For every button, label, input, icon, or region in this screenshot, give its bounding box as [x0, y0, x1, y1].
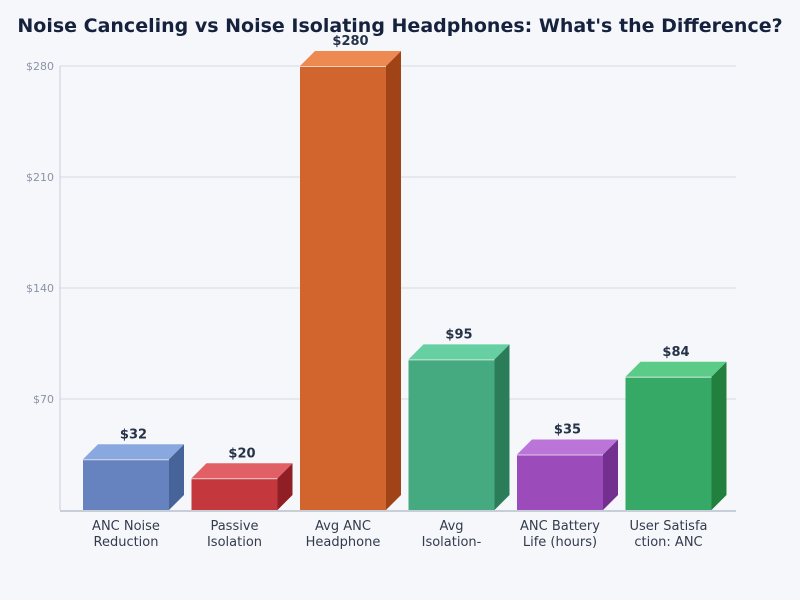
- bar-group: [517, 439, 618, 510]
- bar: [300, 66, 386, 510]
- x-tick-label: ANC Noise: [92, 519, 160, 534]
- bar: [408, 359, 495, 510]
- bar-top: [300, 51, 401, 66]
- bar-side: [603, 439, 618, 510]
- bar: [517, 454, 603, 510]
- y-tick-label: $210: [26, 171, 54, 184]
- x-tick-label: Life (hours): [523, 535, 597, 550]
- bar-side: [169, 444, 184, 510]
- x-tick-label: Avg: [439, 519, 463, 534]
- bar-side: [277, 463, 293, 510]
- data-label: $32: [120, 427, 147, 442]
- bar-side: [711, 361, 727, 510]
- bar: [191, 478, 278, 510]
- data-label: $280: [332, 34, 368, 49]
- x-tick-label: Isolation: [207, 535, 262, 550]
- bar-side: [494, 344, 510, 510]
- bar-top: [191, 463, 293, 479]
- bar-group: [83, 444, 184, 510]
- bar-group: [191, 463, 293, 510]
- x-tick-label: Avg ANC: [315, 519, 371, 534]
- chart-title: Noise Canceling vs Noise Isolating Headp…: [17, 15, 783, 37]
- bar-top: [517, 439, 618, 455]
- data-label: $20: [228, 446, 255, 461]
- y-tick-label: $140: [26, 282, 54, 295]
- bar-top: [408, 344, 510, 360]
- x-tick-label: ANC Battery: [520, 519, 600, 534]
- bar-group: [625, 361, 727, 510]
- x-tick-label: Headphone: [306, 535, 381, 550]
- y-tick-label: $280: [26, 60, 54, 73]
- bar-group: [408, 344, 510, 510]
- bar-top: [625, 361, 727, 377]
- bar: [83, 459, 169, 510]
- x-tick-label: Isolation-: [422, 535, 482, 550]
- y-tick-label: $70: [33, 393, 54, 406]
- data-label: $35: [554, 423, 581, 438]
- x-tick-label: User Satisfa: [629, 519, 707, 534]
- x-tick-label: ction: ANC: [634, 535, 702, 550]
- bar-side: [386, 51, 401, 510]
- bar: [625, 376, 712, 510]
- x-tick-label: Passive: [210, 519, 258, 534]
- data-label: $84: [662, 345, 689, 360]
- bar-group: [300, 51, 401, 510]
- x-tick-label: Reduction: [94, 535, 159, 550]
- bar-top: [83, 444, 184, 460]
- data-label: $95: [445, 327, 472, 342]
